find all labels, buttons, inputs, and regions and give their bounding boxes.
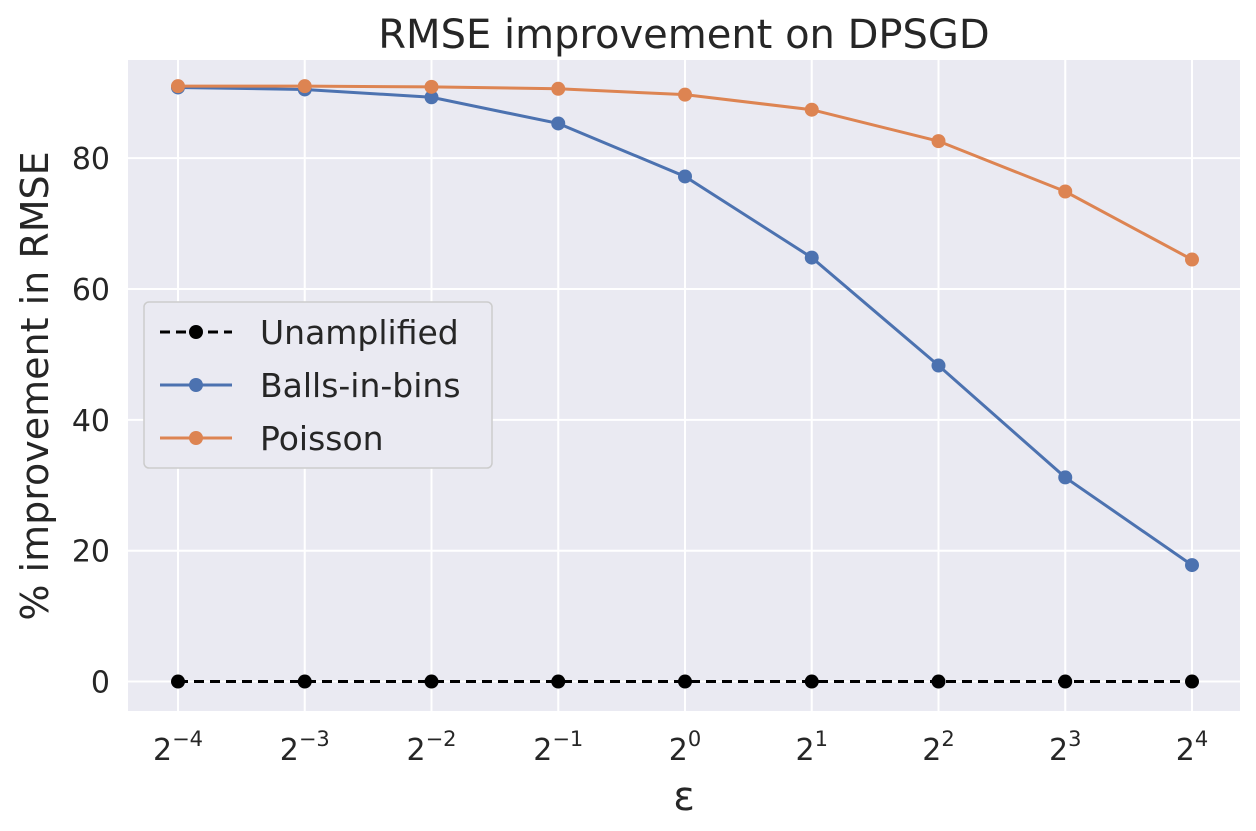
x-tick-exponent: 0 xyxy=(688,727,701,751)
data-point xyxy=(171,79,185,94)
x-tick-label: 21 xyxy=(796,727,828,768)
data-point xyxy=(1058,470,1073,485)
x-axis-label: ε xyxy=(673,774,695,820)
legend-item: Unamplified xyxy=(160,313,459,352)
data-point xyxy=(551,116,566,131)
x-tick-base: 2 xyxy=(153,733,172,768)
legend-label: Balls-in-bins xyxy=(260,366,461,405)
x-tick-exponent: 4 xyxy=(1195,727,1208,751)
data-point xyxy=(931,674,946,689)
data-point xyxy=(804,674,819,689)
data-point xyxy=(424,674,439,689)
y-tick-label: 40 xyxy=(72,404,110,439)
x-tick-label: 23 xyxy=(1049,727,1081,768)
y-tick-label: 60 xyxy=(72,273,110,308)
data-point xyxy=(804,250,819,265)
y-tick-label: 80 xyxy=(72,142,110,177)
series-unamplified xyxy=(171,674,1199,689)
legend-label: Poisson xyxy=(260,419,384,458)
data-point xyxy=(1185,674,1199,689)
y-tick-label: 0 xyxy=(91,666,110,701)
x-tick-exponent: −3 xyxy=(299,727,330,751)
series-layer xyxy=(171,79,1199,689)
x-tick-exponent: −2 xyxy=(426,727,457,751)
data-point xyxy=(1185,558,1199,573)
x-tick-exponent: 1 xyxy=(815,727,828,751)
x-tick-exponent: −1 xyxy=(552,727,583,751)
data-point xyxy=(678,87,692,102)
data-point xyxy=(171,674,185,689)
data-point xyxy=(297,674,312,689)
data-point xyxy=(297,79,312,94)
x-tick-exponent: 2 xyxy=(941,727,954,751)
x-tick-base: 2 xyxy=(1176,733,1195,768)
legend-frame xyxy=(143,301,493,469)
data-point xyxy=(1185,252,1199,267)
y-tick-label: 20 xyxy=(72,535,110,570)
x-tick-base: 2 xyxy=(533,733,552,768)
legend-marker xyxy=(189,325,203,339)
x-tick-base: 2 xyxy=(922,733,941,768)
data-point xyxy=(551,674,566,689)
legend-label: Unamplified xyxy=(260,313,459,352)
data-point xyxy=(424,90,439,105)
x-tick-base: 2 xyxy=(669,733,688,768)
x-tick-base: 2 xyxy=(796,733,815,768)
data-point xyxy=(678,674,692,689)
data-point xyxy=(931,134,946,149)
chart-title: RMSE improvement on DPSGD xyxy=(378,12,989,58)
data-point xyxy=(804,102,819,117)
data-point xyxy=(678,169,692,184)
x-tick-label: 2−4 xyxy=(153,727,203,768)
legend-item: Poisson xyxy=(160,419,384,458)
legend-marker xyxy=(189,431,203,445)
series-poisson xyxy=(171,79,1199,267)
x-tick-label: 2−1 xyxy=(533,727,583,768)
legend: Unamplified Balls-in-bins Poisson xyxy=(143,301,493,469)
x-tick-base: 2 xyxy=(1049,733,1068,768)
x-tick-label: 24 xyxy=(1176,727,1208,768)
x-tick-base: 2 xyxy=(406,733,425,768)
data-point xyxy=(1058,674,1073,689)
legend-item: Balls-in-bins xyxy=(160,366,461,405)
x-tick-exponent: 3 xyxy=(1068,727,1081,751)
x-tick-label: 2−3 xyxy=(280,727,330,768)
x-tick-label: 22 xyxy=(922,727,954,768)
legend-marker xyxy=(189,378,203,392)
y-axis-label: % improvement in RMSE xyxy=(13,151,57,620)
data-point xyxy=(1058,184,1073,199)
x-tick-label: 2−2 xyxy=(406,727,456,768)
data-point xyxy=(551,81,566,96)
x-tick-base: 2 xyxy=(280,733,299,768)
data-point xyxy=(424,79,439,94)
x-tick-exponent: −4 xyxy=(172,727,203,751)
x-tick-label: 20 xyxy=(669,727,701,768)
data-point xyxy=(931,358,946,373)
